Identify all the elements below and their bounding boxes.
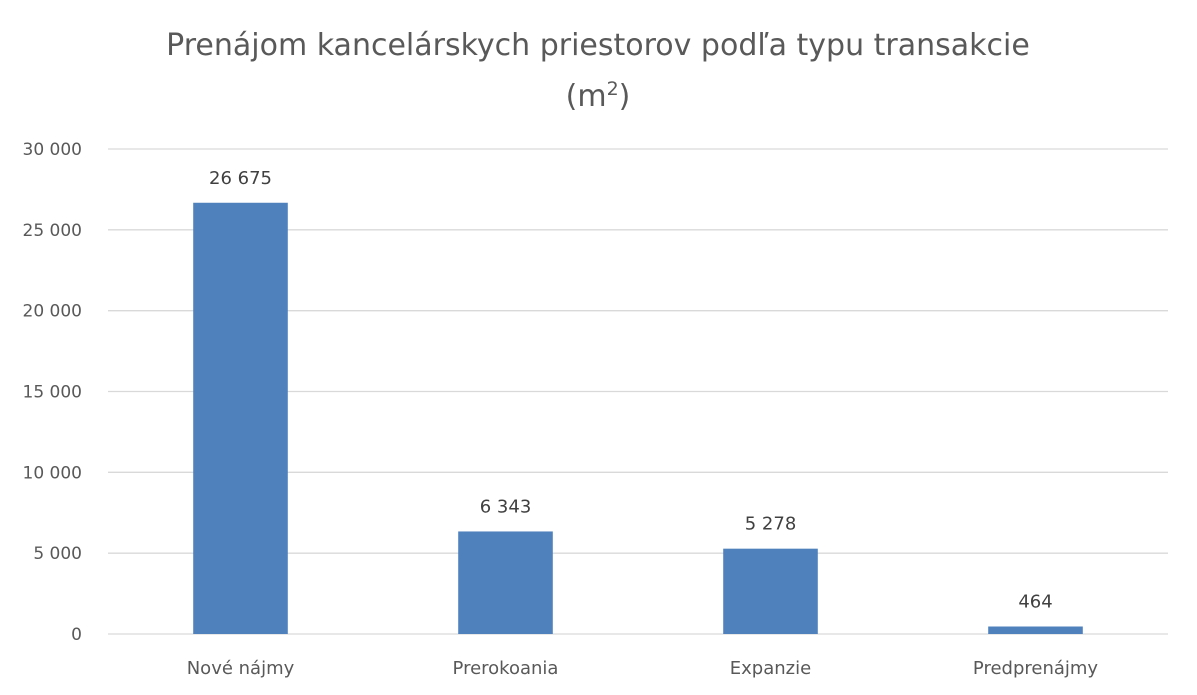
data-label: 5 278 [745, 514, 797, 535]
data-label: 464 [1018, 591, 1052, 612]
category-label: Predprenájmy [973, 658, 1099, 679]
data-label: 26 675 [209, 168, 272, 189]
data-label: 6 343 [480, 496, 532, 517]
y-tick-label: 15 000 [23, 383, 82, 403]
category-label: Nové nájmy [187, 658, 295, 679]
bar [193, 202, 288, 635]
bar [988, 626, 1083, 634]
y-tick-label: 5 000 [33, 544, 82, 564]
y-tick-label: 0 [71, 625, 82, 645]
data-labels: 26 675 6 343 5 278 464 [209, 168, 1053, 613]
y-tick-label: 30 000 [23, 140, 82, 160]
bar [723, 548, 818, 634]
chart-title-line-2: (m2) [566, 78, 631, 114]
category-label: Expanzie [730, 658, 811, 679]
chart-title-line-1: Prenájom kancelárskych priestorov podľa … [166, 28, 1030, 63]
y-axis-tick-labels: 0 5 000 10 000 15 000 20 000 25 000 30 000 [23, 140, 82, 645]
bar [458, 531, 553, 634]
chart-title-unit-prefix: (m [566, 79, 607, 114]
chart-title-unit-suffix: ) [619, 79, 631, 114]
bars [193, 202, 1083, 635]
chart-title-unit-superscript: 2 [607, 78, 619, 100]
y-tick-label: 25 000 [23, 221, 82, 241]
y-tick-label: 20 000 [23, 302, 82, 322]
category-label: Prerokoania [453, 658, 559, 679]
x-axis-category-labels: Nové nájmy Prerokoania Expanzie Predprenájm… [187, 658, 1099, 679]
y-tick-label: 10 000 [23, 463, 82, 483]
